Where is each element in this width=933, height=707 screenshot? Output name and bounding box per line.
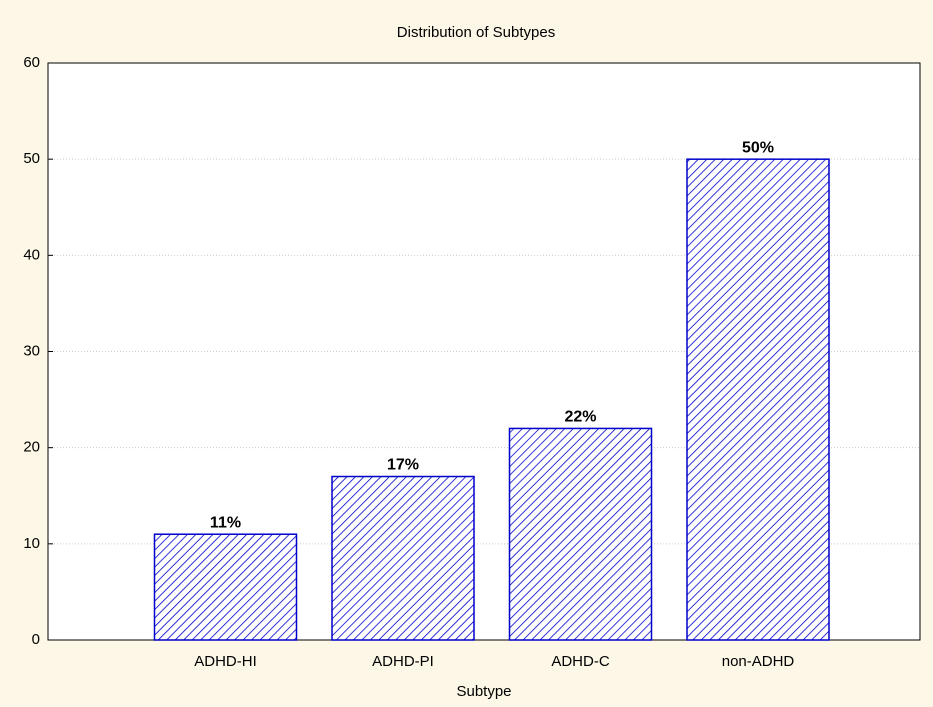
y-tick-label: 50 — [23, 150, 40, 167]
bar — [331, 475, 475, 641]
y-tick-label: 60 — [23, 54, 40, 71]
x-tick-label: ADHD-HI — [194, 653, 257, 670]
value-label: 22% — [564, 409, 596, 426]
y-tick-label: 0 — [32, 631, 40, 648]
value-label: 17% — [387, 457, 419, 474]
x-tick-label: ADHD-PI — [372, 653, 434, 670]
y-tick-label: 30 — [23, 342, 40, 359]
bar — [508, 427, 653, 641]
y-tick-label: 40 — [23, 246, 40, 263]
value-label: 50% — [742, 139, 774, 156]
x-tick-label: ADHD-C — [551, 653, 609, 670]
x-axis-label: Subtype — [456, 683, 511, 700]
x-tick-label: non-ADHD — [722, 653, 795, 670]
bar — [686, 158, 830, 641]
bar — [153, 533, 298, 641]
value-label: 11% — [210, 514, 241, 531]
chart-title: Distribution of Subtypes — [397, 24, 555, 41]
y-tick-label: 20 — [23, 439, 40, 456]
y-tick-label: 10 — [23, 535, 40, 552]
